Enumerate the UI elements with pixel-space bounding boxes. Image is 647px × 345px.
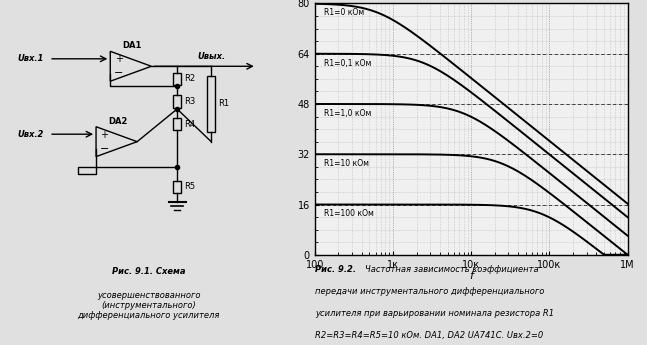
- Text: DA1: DA1: [122, 41, 142, 50]
- Text: Рис. 9.1. Схема: Рис. 9.1. Схема: [112, 267, 186, 276]
- Bar: [173, 181, 181, 193]
- Text: R1=0 кОм: R1=0 кОм: [324, 8, 364, 17]
- X-axis label: f: f: [469, 271, 473, 281]
- Text: усовершенствованного
(инструментального)
дифференциального усилителя: усовершенствованного (инструментального)…: [78, 290, 220, 320]
- Text: −: −: [100, 144, 109, 154]
- Text: передачи инструментального дифференциального: передачи инструментального дифференциаль…: [314, 287, 544, 296]
- Text: +: +: [115, 55, 123, 65]
- Text: R2=R3=R4=R5=10 кОм. DA1, DA2 UA741C. Uвх.2=0: R2=R3=R4=R5=10 кОм. DA1, DA2 UA741C. Uвх…: [314, 331, 543, 339]
- Text: +: +: [100, 130, 109, 140]
- Text: R3: R3: [184, 97, 195, 106]
- Text: Uвх.2: Uвх.2: [17, 130, 43, 139]
- Bar: [173, 118, 181, 130]
- Text: R1=10 кОм: R1=10 кОм: [324, 159, 369, 168]
- Text: Рис. 9.2.: Рис. 9.2.: [314, 265, 356, 274]
- Text: R1=0,1 кОм: R1=0,1 кОм: [324, 59, 371, 68]
- Bar: [173, 95, 181, 108]
- Text: −: −: [114, 68, 124, 78]
- Bar: [207, 76, 215, 132]
- Bar: [173, 72, 181, 85]
- Text: Uвых.: Uвых.: [197, 52, 225, 61]
- Text: Частотная зависимость коэффициента: Частотная зависимость коэффициента: [365, 265, 538, 274]
- Text: R4: R4: [184, 120, 195, 129]
- Text: Uвх.1: Uвх.1: [17, 54, 43, 63]
- Text: R1=1,0 кОм: R1=1,0 кОм: [324, 109, 371, 118]
- Text: R1=100 кОм: R1=100 кОм: [324, 209, 373, 218]
- Text: усилителя при варьировании номинала резистора R1: усилителя при варьировании номинала рези…: [314, 308, 554, 317]
- Text: R1: R1: [218, 99, 229, 108]
- Text: DA2: DA2: [108, 117, 127, 126]
- Text: R2: R2: [184, 74, 195, 83]
- Text: R5: R5: [184, 183, 195, 191]
